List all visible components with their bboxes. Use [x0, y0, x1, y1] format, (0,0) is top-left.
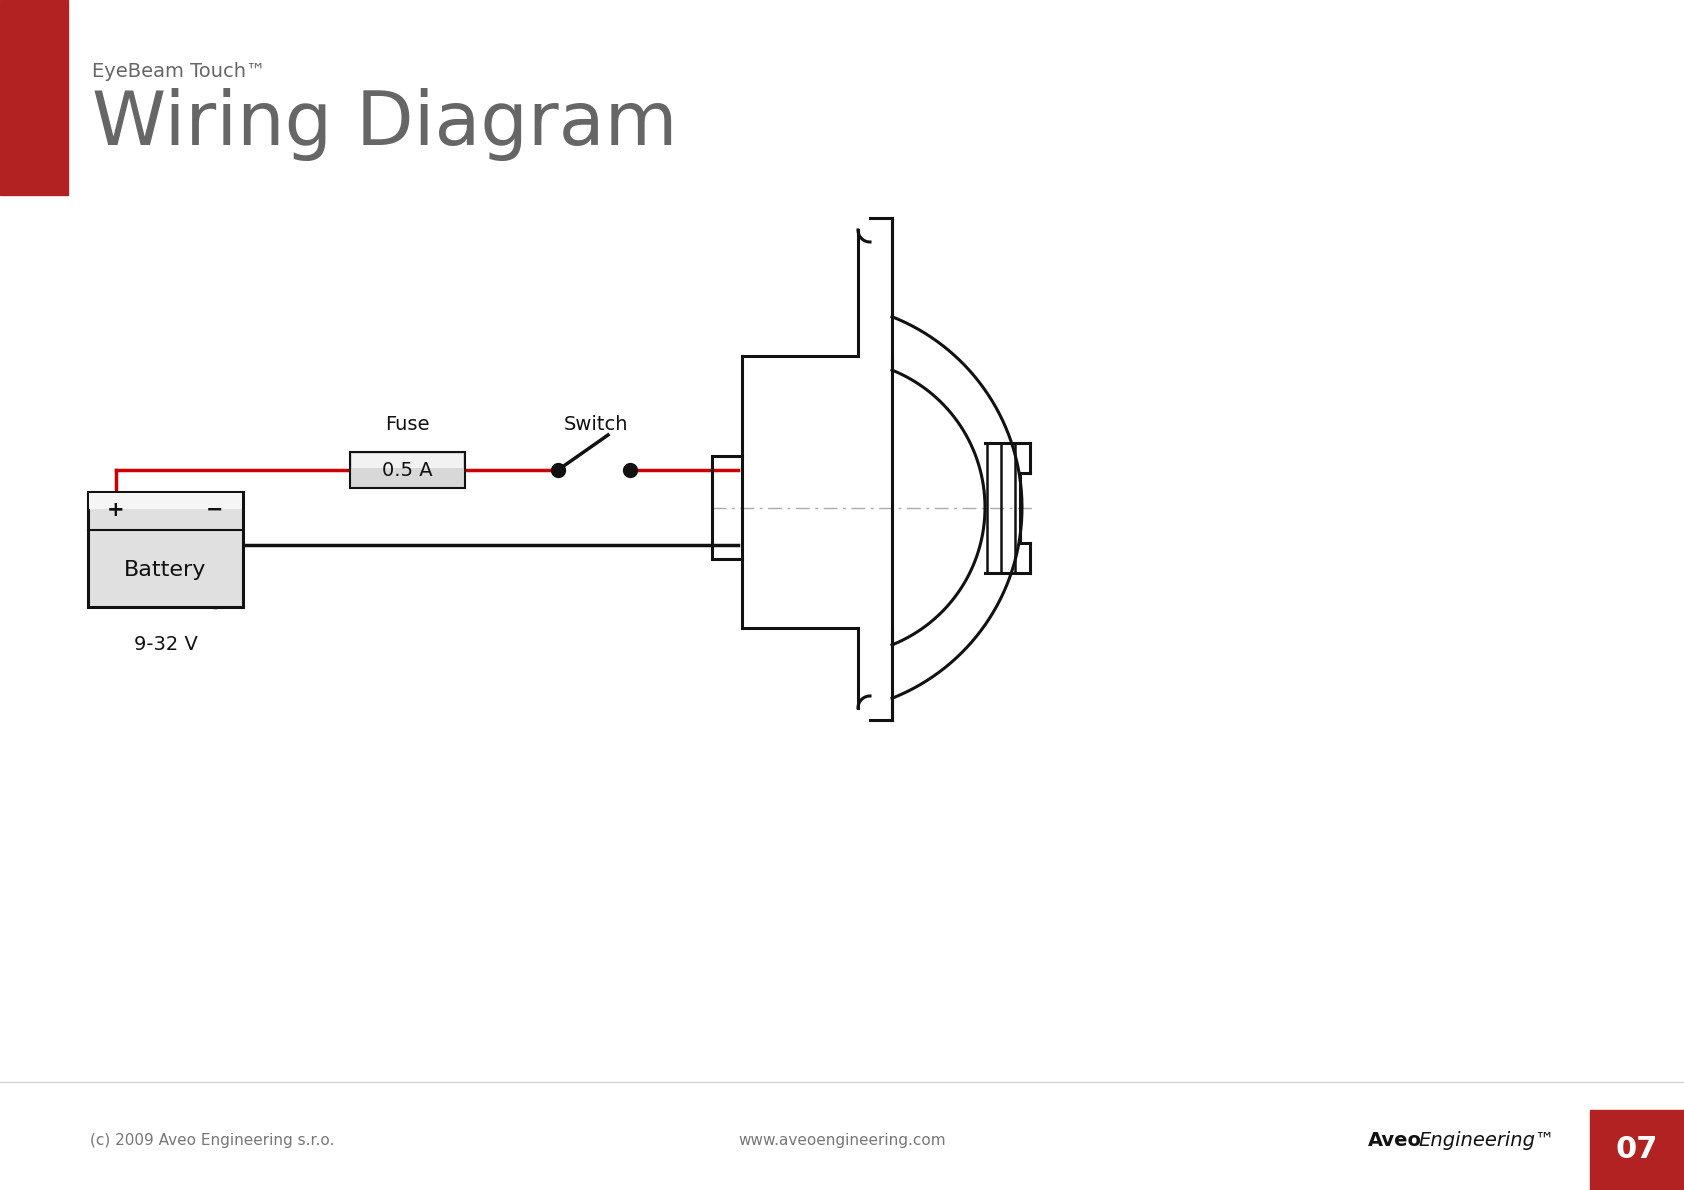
Text: Fuse: Fuse [386, 415, 429, 434]
Text: Switch: Switch [564, 415, 628, 434]
Text: www.aveoengineering.com: www.aveoengineering.com [738, 1133, 946, 1147]
Text: +: + [108, 500, 125, 520]
Text: EyeBeam Touch™: EyeBeam Touch™ [93, 62, 266, 81]
Text: Wiring Diagram: Wiring Diagram [93, 88, 677, 161]
FancyBboxPatch shape [350, 452, 465, 488]
Text: 07: 07 [1617, 1135, 1659, 1165]
FancyBboxPatch shape [88, 491, 242, 607]
FancyBboxPatch shape [352, 455, 463, 468]
Text: Battery: Battery [125, 560, 207, 580]
Bar [1590, 1110, 1684, 1190]
Text: 9-32 V: 9-32 V [133, 635, 197, 654]
Text: (c) 2009 Aveo Engineering s.r.o.: (c) 2009 Aveo Engineering s.r.o. [89, 1133, 335, 1147]
Text: 0.5 A: 0.5 A [382, 461, 433, 480]
Bar [0, 0, 67, 195]
FancyBboxPatch shape [89, 493, 242, 509]
Text: −: − [205, 500, 224, 520]
Text: Aveo: Aveo [1367, 1130, 1421, 1150]
Text: Engineering™: Engineering™ [1418, 1130, 1554, 1150]
